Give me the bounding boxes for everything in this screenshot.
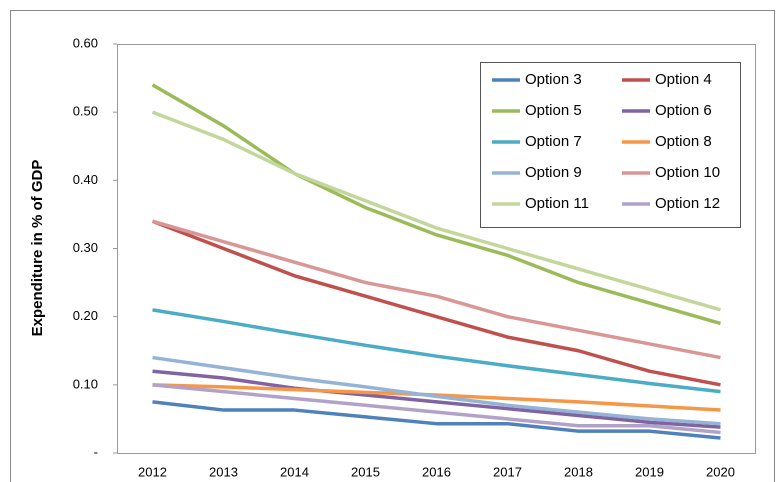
legend-label: Option 9 — [525, 164, 582, 181]
legend-box — [480, 62, 741, 228]
legend: Option 3 Option 4 Option 5 Option 6 Option 7… — [480, 62, 741, 228]
x-tick-label: 2016 — [422, 464, 451, 479]
legend-label: Option 4 — [655, 71, 712, 88]
series-line — [152, 219, 721, 360]
x-tick-label: 2014 — [280, 464, 309, 479]
x-tick-label: 2018 — [564, 464, 593, 479]
x-tick-label: 2017 — [493, 464, 522, 479]
series-line — [151, 219, 721, 387]
series-line — [151, 110, 721, 312]
x-tick-label: 2019 — [635, 464, 664, 479]
series-line — [152, 400, 721, 440]
legend-label: Option 12 — [655, 195, 720, 212]
legend-label: Option 8 — [655, 133, 712, 150]
y-tick-label: 0.60 — [73, 35, 98, 50]
series-line — [152, 355, 721, 426]
x-tick-label: 2020 — [706, 464, 735, 479]
y-tick-label: 0.20 — [73, 308, 98, 323]
legend-label: Option 11 — [525, 195, 589, 212]
x-tick-label: 2015 — [351, 464, 380, 479]
y-tick-label: 0.30 — [73, 240, 98, 255]
chart-frame — [10, 10, 775, 482]
y-tick-label: - — [94, 444, 98, 459]
series-line — [151, 83, 721, 326]
series-line — [152, 369, 721, 429]
legend-label: Option 7 — [525, 133, 582, 150]
legend-label: Option 10 — [655, 164, 720, 181]
legend-label: Option 5 — [525, 102, 582, 119]
series-line — [152, 383, 721, 435]
x-tick-label: 2012 — [138, 464, 167, 479]
y-axis-label: Expenditure in % of GDP — [29, 160, 46, 337]
x-tick-label: 2013 — [209, 464, 238, 479]
y-tick-label: 0.50 — [73, 104, 98, 119]
plot-area — [117, 44, 756, 454]
legend-label: Option 3 — [525, 71, 582, 88]
y-tick-label: 0.40 — [73, 172, 98, 187]
legend-label: Option 6 — [655, 102, 712, 119]
series-line — [152, 308, 721, 394]
y-tick-label: 0.10 — [73, 376, 98, 391]
